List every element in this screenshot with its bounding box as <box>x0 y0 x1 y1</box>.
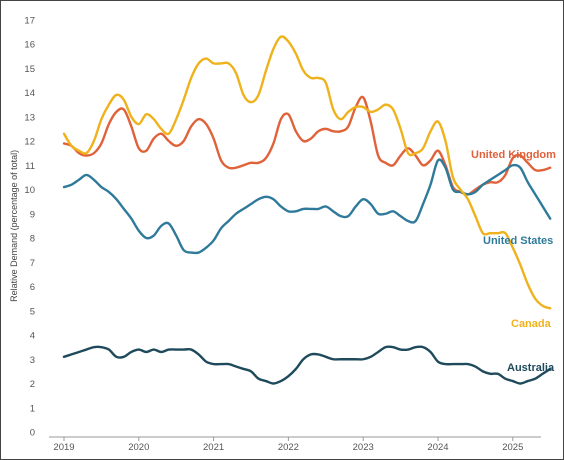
y-tick-label: 13 <box>24 112 35 123</box>
series-line-australia <box>62 345 552 385</box>
y-tick-label: 10 <box>24 185 35 196</box>
y-tick-label: 17 <box>24 15 35 26</box>
y-tick-label: 16 <box>24 40 35 51</box>
y-tick-label: 5 <box>30 306 35 317</box>
y-axis-label: Relative Demand (percentage of total) <box>9 150 19 302</box>
x-tick-label: 2023 <box>353 442 374 453</box>
series-line-united-states <box>62 158 552 255</box>
y-tick-label: 11 <box>25 161 35 172</box>
series-line-united-kingdom <box>62 95 552 196</box>
y-tick-label: 1 <box>30 403 35 414</box>
series-labels: United Kingdom United States Canada Austral… <box>471 149 556 374</box>
series-label-canada: Canada <box>511 318 552 330</box>
y-tick-label: 7 <box>30 258 35 269</box>
series-lines <box>62 35 552 385</box>
x-tick-label: 2019 <box>53 442 74 453</box>
series-line-canada <box>62 35 552 310</box>
y-tick-label: 6 <box>30 282 35 293</box>
y-tick-label: 3 <box>30 355 35 366</box>
x-tick-label: 2021 <box>203 442 224 453</box>
y-tick-label: 2 <box>30 379 35 390</box>
series-label-united-states: United States <box>483 235 553 247</box>
y-tick-label: 0 <box>30 428 35 439</box>
y-tick-label: 12 <box>24 137 35 148</box>
series-label-united-kingdom: United Kingdom <box>471 149 556 161</box>
x-tick-label: 2025 <box>502 442 523 453</box>
y-tick-label: 8 <box>30 234 35 245</box>
y-tick-label: 14 <box>24 88 35 99</box>
y-tick-label: 4 <box>30 331 35 342</box>
x-tick-label: 2024 <box>427 442 448 453</box>
y-tick-label: 15 <box>24 64 35 75</box>
x-tick-label: 2022 <box>278 442 299 453</box>
series-label-australia: Australia <box>507 362 555 374</box>
x-tick-label: 2020 <box>128 442 149 453</box>
y-tick-label: 9 <box>30 209 35 220</box>
x-axis-ticks: 2019 2020 2021 2022 2023 2024 2025 <box>53 437 523 453</box>
